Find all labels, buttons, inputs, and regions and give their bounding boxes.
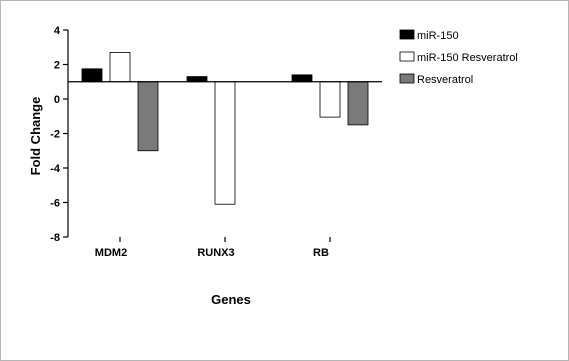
legend-swatch	[399, 29, 415, 40]
y-tick-label: 4	[54, 25, 61, 37]
x-tick-label: RUNX3	[197, 247, 234, 259]
legend-label: miR-150	[417, 30, 459, 42]
legend-label: miR-150 Resveratrol	[417, 52, 518, 64]
bar-rb-resveratrol	[347, 81, 369, 126]
x-axis-title: Genes	[211, 292, 251, 307]
x-tick-label: MDM2	[95, 247, 127, 259]
legend-swatch	[399, 51, 415, 62]
y-tick-label: -8	[50, 232, 60, 244]
legend-swatch	[399, 73, 415, 84]
y-tick-label: -6	[50, 198, 60, 210]
bar-rb-mir-150-resveratrol	[319, 81, 341, 118]
bar-mdm2-mir-150	[81, 68, 103, 83]
x-ticks: MDM2 RUNX3 RB	[95, 237, 331, 259]
bar-rb-mir-150	[291, 74, 313, 83]
legend-label: Resveratrol	[417, 74, 473, 86]
chart-marks	[81, 52, 369, 205]
y-tick-label: 2	[54, 60, 60, 72]
x-tick-label: RB	[313, 247, 329, 259]
legend: miR-150 miR-150 Resveratrol Resveratrol	[399, 29, 518, 86]
y-tick-label: -2	[50, 129, 60, 141]
bar-runx3-mir-150	[186, 76, 208, 83]
y-axis-title: Fold Change	[28, 97, 43, 176]
y-tick-label: 0	[54, 94, 60, 106]
bar-runx3-mir-150-resveratrol	[214, 81, 236, 205]
bar-mdm2-resveratrol	[137, 81, 159, 152]
bar-mdm2-mir-150-resveratrol	[109, 52, 131, 83]
y-tick-label: -4	[50, 163, 61, 175]
y-ticks: -8 -6 -4 -2 0 2 4	[50, 25, 68, 244]
